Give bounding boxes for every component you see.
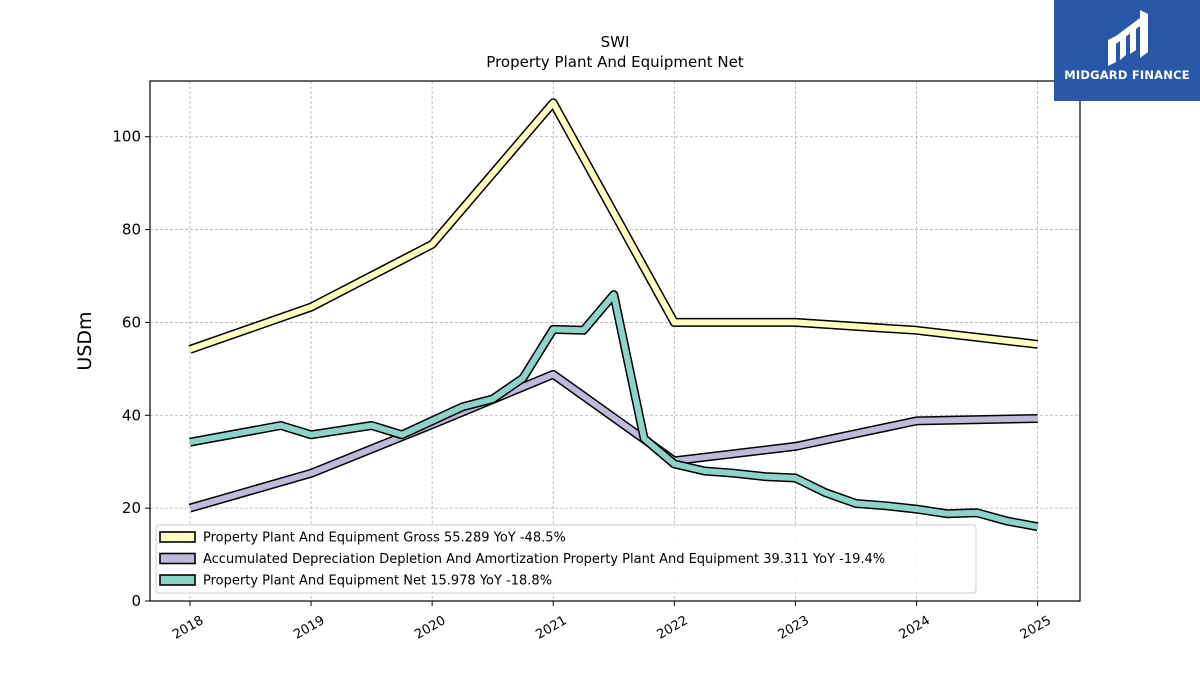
grid xyxy=(150,81,1080,602)
x-tick-label: 2024 xyxy=(897,613,933,643)
logo-text: MIDGARD FINANCE xyxy=(1064,68,1190,82)
x-tick-label: 2019 xyxy=(291,613,327,643)
series-line-1 xyxy=(189,99,1038,353)
brand-logo: MIDGARD FINANCE xyxy=(1054,0,1200,101)
y-tick-label: 0 xyxy=(131,592,141,610)
chart-title: SWI xyxy=(601,33,630,51)
x-tick-label: 2021 xyxy=(533,613,569,643)
logo-mark-icon xyxy=(1108,10,1148,66)
y-tick-label: 40 xyxy=(122,406,141,424)
x-tick-label: 2025 xyxy=(1018,613,1054,643)
series-line-outline-2 xyxy=(188,369,1038,513)
series-line-3 xyxy=(189,291,1039,530)
legend-swatch-1 xyxy=(159,531,196,543)
series-line-2 xyxy=(189,371,1038,511)
legend-label-3: Property Plant And Equipment Net 15.978 … xyxy=(203,574,552,589)
chart-subtitle: Property Plant And Equipment Net xyxy=(486,53,743,71)
plot-frame xyxy=(149,80,1081,602)
x-tick-label: 2022 xyxy=(655,613,691,643)
series-lines xyxy=(188,98,1039,532)
y-tick-label: 20 xyxy=(122,499,141,517)
legend-swatch-2 xyxy=(159,552,196,565)
y-tick-label: 100 xyxy=(112,128,141,146)
y-tick-label: 80 xyxy=(122,221,141,239)
y-tick-label: 60 xyxy=(122,313,141,331)
legend: Property Plant And Equipment Gross 55.28… xyxy=(155,524,977,594)
legend-label-2: Accumulated Depreciation Depletion And A… xyxy=(203,552,885,567)
x-tick-label: 2020 xyxy=(412,613,448,643)
y-axis-label: USDm xyxy=(74,311,96,370)
legend-swatch-3 xyxy=(159,574,196,586)
legend-label-1: Property Plant And Equipment Gross 55.28… xyxy=(203,531,566,546)
legend-box xyxy=(155,524,977,594)
x-tick-label: 2023 xyxy=(776,613,812,643)
x-tick-label: 2018 xyxy=(170,613,206,643)
